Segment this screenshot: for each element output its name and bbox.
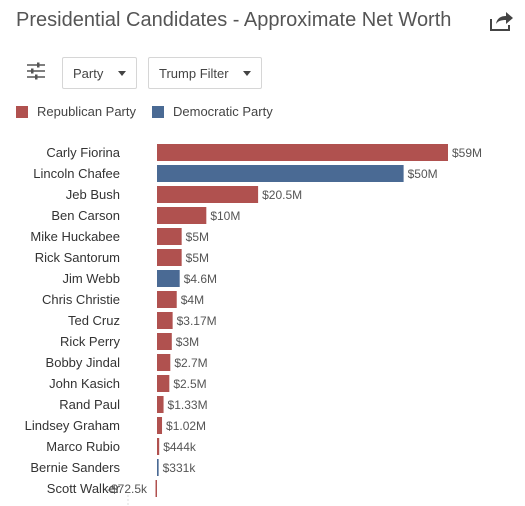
category-label: Marco Rubio: [46, 439, 120, 454]
category-label: Scott Walker: [47, 481, 121, 496]
category-label: Ted Cruz: [68, 313, 120, 328]
bar[interactable]: [157, 333, 172, 350]
category-label: Bernie Sanders: [30, 460, 120, 475]
legend: Republican Party Democratic Party: [16, 104, 289, 119]
value-label: $20.5M: [262, 188, 302, 202]
category-label: Carly Fiorina: [46, 145, 120, 160]
value-label: $50M: [408, 167, 438, 181]
bar[interactable]: [157, 438, 160, 455]
value-label: $331k: [163, 461, 197, 475]
value-label: $4.6M: [184, 272, 217, 286]
trump-filter-dropdown[interactable]: Trump Filter: [148, 57, 262, 89]
value-label: $444k: [163, 440, 197, 454]
bar[interactable]: [157, 417, 163, 434]
value-label: $3M: [176, 335, 199, 349]
category-label: John Kasich: [49, 376, 120, 391]
share-icon[interactable]: [488, 10, 514, 32]
category-label: Jeb Bush: [66, 187, 120, 202]
bar[interactable]: [157, 375, 170, 392]
category-label: Rick Perry: [60, 334, 120, 349]
bar[interactable]: [157, 354, 171, 371]
category-label: Lindsey Graham: [25, 418, 120, 433]
category-label: Ben Carson: [51, 208, 120, 223]
legend-swatch-republican: [16, 105, 28, 118]
bar[interactable]: [157, 249, 182, 266]
bar[interactable]: [155, 480, 158, 497]
party-dropdown[interactable]: Party: [62, 57, 137, 89]
bar[interactable]: [157, 270, 180, 287]
value-label: $59M: [452, 146, 482, 160]
trump-filter-dropdown-label: Trump Filter: [159, 65, 229, 81]
caret-down-icon: [243, 70, 251, 76]
party-dropdown-label: Party: [73, 65, 104, 81]
value-label: -$72.5k: [107, 482, 148, 496]
bar[interactable]: [157, 396, 164, 413]
legend-label-democratic: Democratic Party: [173, 104, 273, 119]
category-label: Rand Paul: [59, 397, 120, 412]
category-label: Mike Huckabee: [30, 229, 120, 244]
category-label: Bobby Jindal: [46, 355, 121, 370]
bar[interactable]: [157, 165, 404, 182]
legend-label-republican: Republican Party: [37, 104, 136, 119]
value-label: $2.7M: [174, 356, 207, 370]
value-label: $10M: [210, 209, 240, 223]
category-label: Chris Christie: [42, 292, 120, 307]
value-label: $1.02M: [166, 419, 206, 433]
bar[interactable]: [157, 459, 159, 476]
page-title: Presidential Candidates - Approximate Ne…: [16, 9, 452, 31]
category-label: Jim Webb: [62, 271, 120, 286]
value-label: $4M: [181, 293, 204, 307]
bar[interactable]: [157, 186, 259, 203]
bar[interactable]: [157, 312, 173, 329]
value-label: $5M: [186, 251, 209, 265]
value-label: $1.33M: [168, 398, 208, 412]
value-label: $5M: [186, 230, 209, 244]
caret-down-icon: [118, 70, 126, 76]
value-label: $2.5M: [173, 377, 206, 391]
bar[interactable]: [157, 207, 207, 224]
bar[interactable]: [157, 291, 177, 308]
value-label: $3.17M: [177, 314, 217, 328]
legend-item-democratic[interactable]: Democratic Party: [152, 104, 273, 119]
sliders-icon[interactable]: [25, 60, 47, 82]
category-label: Rick Santorum: [35, 250, 120, 265]
legend-swatch-democratic: [152, 105, 164, 118]
bar[interactable]: [157, 228, 182, 245]
category-label: Lincoln Chafee: [33, 166, 120, 181]
bar[interactable]: [157, 144, 448, 161]
legend-item-republican[interactable]: Republican Party: [16, 104, 136, 119]
